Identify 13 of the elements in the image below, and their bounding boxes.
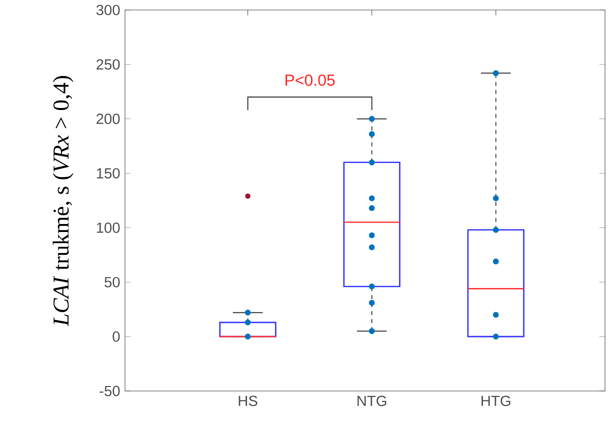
- y-axis-title: LCAI trukmė, s (VRx > 0,4): [52, 76, 74, 326]
- y-tick-label: 150: [96, 168, 120, 178]
- y-tick-label: 200: [96, 114, 120, 124]
- y-tick-label: 250: [96, 59, 120, 70]
- annotation: P<0.05: [286, 74, 335, 86]
- y-tick-label: 0: [112, 331, 120, 342]
- x-tick-label: HTG: [482, 396, 510, 406]
- y-tick-label: -50: [100, 386, 120, 396]
- y-tick-label: 300: [96, 4, 120, 16]
- y-tick-label: 50: [104, 276, 120, 288]
- x-tick-label: NTG: [358, 396, 386, 406]
- x-tick-label: HS: [238, 396, 258, 406]
- y-tick-label: 100: [96, 222, 120, 233]
